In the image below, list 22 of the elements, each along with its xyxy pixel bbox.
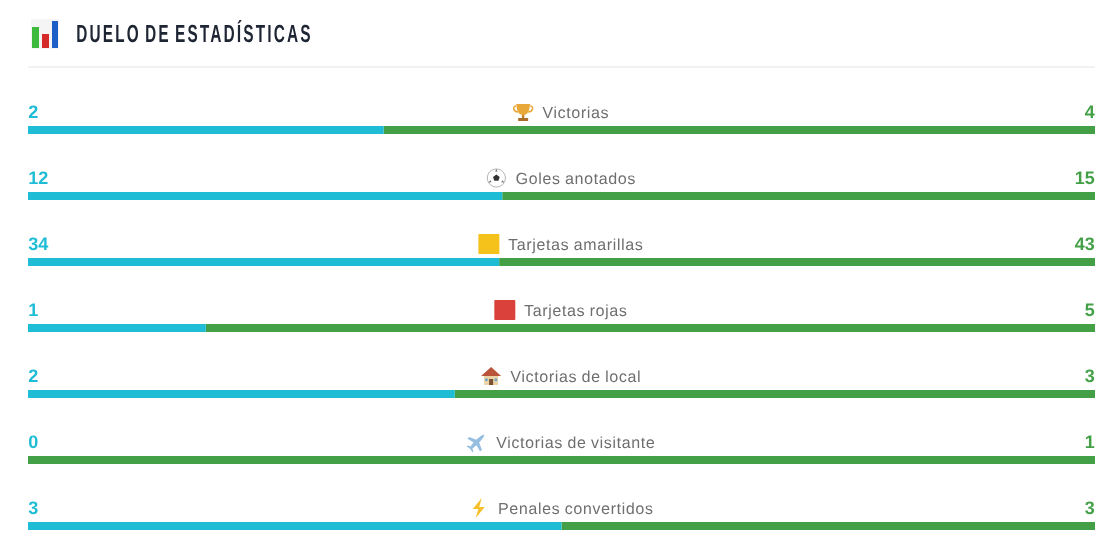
chart-title: DUELO DE ESTADÍSTICAS	[77, 20, 310, 43]
y-tick-label: Tarjetas rojas	[524, 304, 627, 320]
data-label: 15	[1075, 171, 1095, 185]
y-tick-label: Tarjetas amarillas	[508, 238, 643, 254]
data-label: 0	[28, 435, 38, 449]
data-label: 4	[1084, 105, 1095, 118]
data-label: 12	[29, 171, 48, 184]
y-tick-label: Victorias	[542, 106, 608, 119]
y-tick-label: Goles anotados	[516, 172, 635, 185]
data-label: 1	[1085, 435, 1095, 448]
y-tick-label: Victorias de local	[510, 370, 640, 383]
data-label: 34	[28, 237, 49, 251]
data-label: 2	[28, 105, 38, 118]
data-label: 3	[1085, 501, 1095, 515]
data-label: 43	[1074, 237, 1095, 251]
data-label: 3	[1085, 369, 1095, 383]
data-label: 5	[1085, 303, 1095, 317]
y-tick-label: Victorias de visitante	[496, 436, 655, 449]
data-label: 1	[29, 303, 38, 316]
data-label: 3	[28, 501, 38, 515]
data-label: 2	[28, 369, 38, 382]
y-tick-label: Penales convertidos	[499, 502, 653, 515]
